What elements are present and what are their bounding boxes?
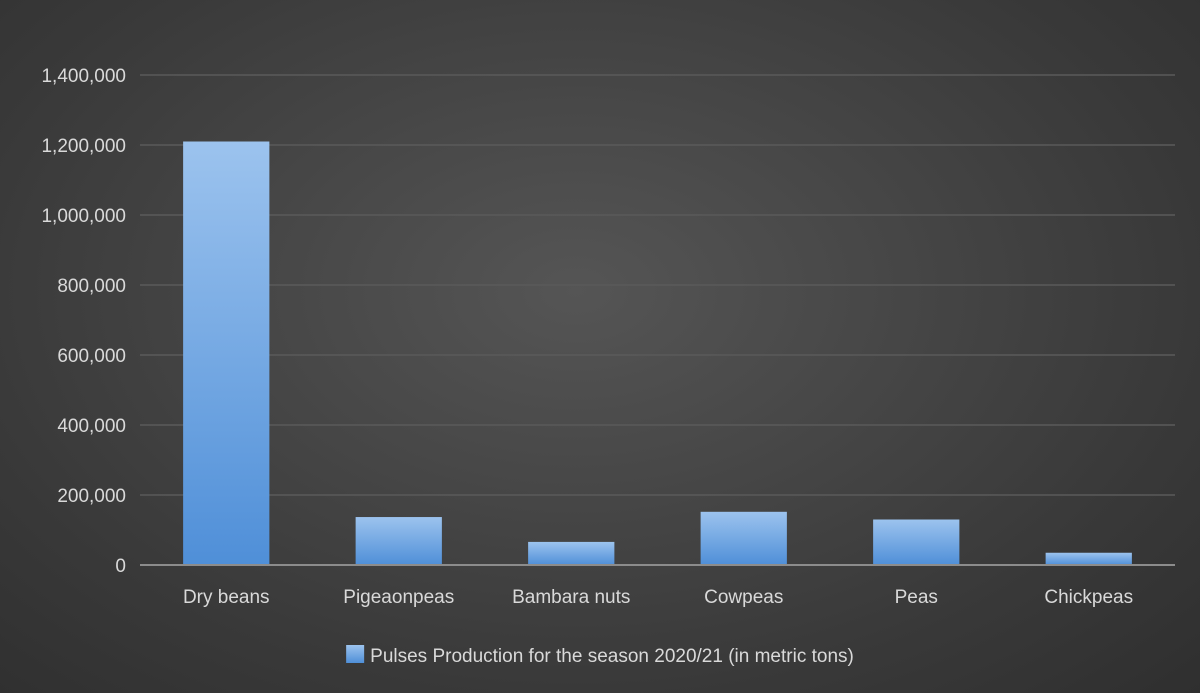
bars: [183, 141, 1132, 565]
x-tick-label: Pigeaonpeas: [343, 587, 454, 608]
x-tick-label: Cowpeas: [704, 587, 783, 608]
y-axis-tick-labels: 0 200,000 400,000 600,000 800,000 1,000,000 1,…: [41, 66, 126, 577]
x-tick-label: Chickpeas: [1044, 587, 1133, 608]
y-tick-label: 400,000: [57, 416, 126, 437]
y-tick-label: 600,000: [57, 346, 126, 367]
bar: [700, 511, 787, 565]
bar: [1045, 552, 1132, 565]
bar: [528, 541, 615, 565]
x-axis-tick-labels: Dry beans Pigeaonpeas Bambara nuts Cowpeas P…: [183, 587, 1133, 608]
x-tick-label: Bambara nuts: [512, 587, 630, 608]
legend-label: Pulses Production for the season 2020/21…: [370, 646, 854, 667]
bar: [183, 141, 270, 565]
y-tick-label: 1,200,000: [41, 136, 126, 157]
x-tick-label: Peas: [895, 587, 938, 608]
bar: [355, 517, 442, 565]
y-tick-label: 200,000: [57, 486, 126, 507]
bar: [873, 519, 960, 565]
legend-swatch: [346, 645, 365, 663]
x-tick-label: Dry beans: [183, 587, 270, 608]
y-tick-label: 1,400,000: [41, 66, 126, 87]
gridlines: [140, 74, 1175, 496]
y-tick-label: 0: [115, 556, 126, 577]
legend: Pulses Production for the season 2020/21…: [346, 645, 854, 667]
y-tick-label: 800,000: [57, 276, 126, 297]
y-tick-label: 1,000,000: [41, 206, 126, 227]
